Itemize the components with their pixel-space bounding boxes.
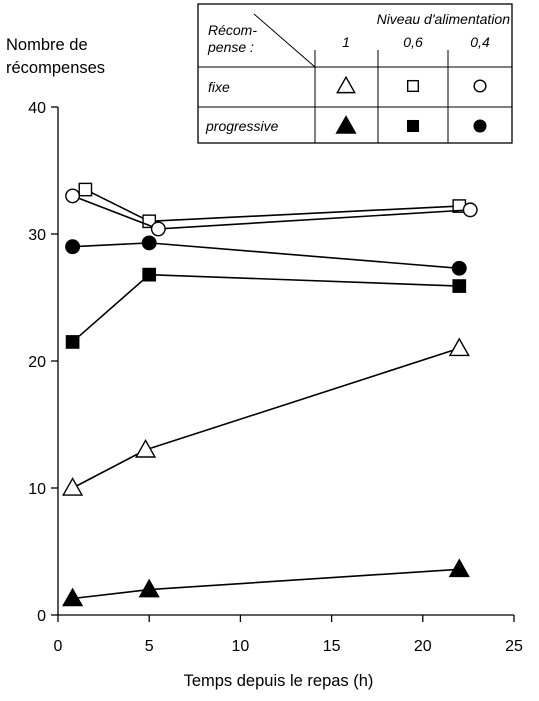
data-point xyxy=(448,337,470,357)
y-axis-label-line-1: Nombre de xyxy=(6,36,88,54)
data-point xyxy=(78,182,93,197)
y-tick-label: 10 xyxy=(28,481,46,498)
data-point xyxy=(150,221,166,237)
y-axis-label: Nombre de récompenses xyxy=(6,34,146,80)
data-point xyxy=(65,335,80,349)
data-point xyxy=(462,202,478,218)
data-point xyxy=(138,578,160,598)
series-line xyxy=(72,273,460,343)
legend-level-label: 1 xyxy=(342,34,350,50)
legend-diagonal xyxy=(253,13,316,68)
y-tick-label: 20 xyxy=(28,354,46,371)
x-tick-label: 25 xyxy=(505,638,523,655)
data-point xyxy=(141,235,157,251)
x-tick-label: 5 xyxy=(145,638,154,655)
legend-marker-open-circle xyxy=(473,79,487,93)
x-tick-label: 10 xyxy=(232,638,250,655)
legend-marker-open-triangle xyxy=(336,75,356,94)
series-line xyxy=(72,568,460,600)
data-point xyxy=(448,558,470,578)
x-axis-label: Temps depuis le repas (h) xyxy=(183,672,374,690)
legend-marker-open-square xyxy=(406,79,420,93)
data-point xyxy=(62,587,84,607)
x-tick-label: 0 xyxy=(54,638,63,655)
y-tick-label: 30 xyxy=(28,227,46,244)
y-tick-label: 40 xyxy=(28,100,46,117)
axes: 0 10 20 30 40 0 5 10 15 20 25 xyxy=(28,100,523,655)
legend-box xyxy=(197,3,513,144)
series-layer xyxy=(62,182,478,607)
legend-row-fixe: fixe xyxy=(208,79,230,95)
legend-marker-filled-square xyxy=(406,119,420,133)
legend-row-progressive: progressive xyxy=(205,118,279,134)
legend: Récom-pense : Niveau d'alimentation 1 0,6 0,… xyxy=(197,3,513,144)
data-point xyxy=(451,260,467,276)
legend-marker-filled-triangle xyxy=(335,115,357,134)
series-fixe-1 xyxy=(62,337,470,496)
y-axis-label-line-2: récompenses xyxy=(6,59,106,77)
data-point xyxy=(65,239,81,255)
series-progressive-0-6 xyxy=(65,267,467,349)
data-point xyxy=(134,439,157,458)
series-line xyxy=(85,188,460,223)
series-progressive-1 xyxy=(62,558,470,607)
legend-level-label: 0,6 xyxy=(403,34,423,50)
series-line xyxy=(72,347,460,489)
legend-row-header-line-1: Récom- xyxy=(208,22,257,38)
x-tick-label: 20 xyxy=(414,638,432,655)
data-point xyxy=(452,279,467,293)
data-point xyxy=(142,267,157,282)
legend-marker-filled-circle xyxy=(473,119,487,133)
x-tick-label: 15 xyxy=(323,638,341,655)
legend-level-label: 0,4 xyxy=(470,34,490,50)
y-tick-label: 0 xyxy=(37,608,46,625)
legend-col-header: Niveau d'alimentation xyxy=(377,11,511,27)
legend-row-header-line-2: pense : xyxy=(207,39,254,55)
series-progressive-0-4 xyxy=(65,235,467,276)
data-point xyxy=(62,477,84,496)
series-fixe-0-4 xyxy=(65,188,478,237)
series-line xyxy=(72,242,460,270)
data-point xyxy=(65,188,81,204)
